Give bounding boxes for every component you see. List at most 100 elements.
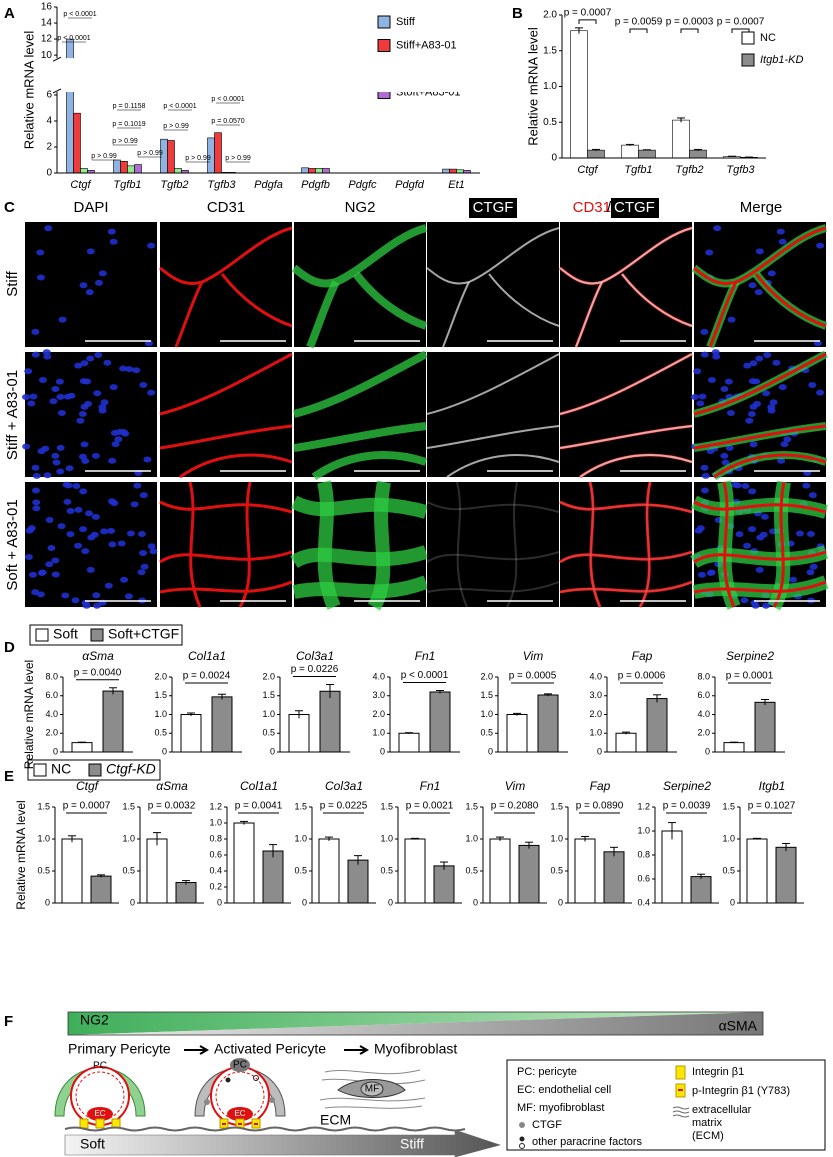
nucleus [43, 472, 52, 479]
nucleus [45, 517, 54, 524]
vessel-signal [559, 501, 693, 513]
y-tick-label: 2.0 [262, 671, 275, 681]
micrograph [291, 222, 428, 349]
y-tick-label: 4.0 [45, 709, 58, 719]
x-tick-label: Pdgfa [254, 179, 283, 191]
y-tick-label: 2.0 [45, 728, 58, 738]
y-tick-label: 1.0 [480, 709, 493, 719]
vessel-signal [179, 453, 293, 479]
nucleus [754, 289, 763, 296]
y-tick-label: 2.0 [697, 728, 710, 738]
nucleus [755, 248, 764, 255]
nucleus [63, 498, 72, 505]
vessel-signal [159, 226, 293, 285]
y-tick-label: 0.5 [122, 865, 135, 875]
vessel-signal [426, 227, 560, 285]
p-value: p > 0.99 [225, 155, 251, 162]
micrograph [559, 352, 693, 479]
x-tick-label: Tgfb2 [675, 164, 703, 176]
y-tick-label: 1.5 [550, 801, 563, 811]
nucleus [114, 436, 123, 443]
axis-break [51, 58, 480, 92]
nucleus [740, 597, 749, 604]
y-tick-label: 2.0 [372, 709, 385, 719]
vessel-signal [559, 227, 693, 285]
p-value: p = 0.0570 [211, 118, 244, 125]
legend-label: (ECM) [692, 1130, 724, 1142]
vessel-signal [426, 551, 560, 563]
bar [570, 30, 588, 159]
p-value: p = 0.0006 [618, 671, 666, 682]
p-value: p = 0.0007 [564, 8, 612, 19]
p-value: p = 0.0003 [666, 17, 714, 28]
chart-title: Vim [505, 779, 525, 793]
micrograph [159, 481, 293, 608]
nucleus [748, 526, 757, 533]
y-tick-label: 0 [130, 897, 135, 907]
nucleus [108, 457, 117, 464]
x-tick-label: Pdgfb [301, 179, 330, 191]
chart: 0 0.5 1.0 1.5 2.0 Col1a1 p = 0.0024 [154, 649, 242, 756]
ctgf-dot [269, 1097, 275, 1103]
chart-title: Fn1 [415, 649, 436, 663]
nucleus [84, 510, 93, 517]
legend-swatch [377, 39, 391, 52]
vessel-signal [713, 453, 827, 479]
bar [146, 838, 168, 904]
vessel-signal [559, 580, 693, 594]
vessel-signal [488, 273, 560, 327]
x-tick-label: Tgfb1 [113, 179, 141, 191]
nucleus [86, 355, 95, 362]
nucleus [700, 351, 709, 358]
micrograph [691, 222, 828, 349]
p-value: p > 0.99 [91, 153, 117, 160]
nucleus [147, 242, 156, 249]
nucleus [776, 228, 785, 235]
nucleus [85, 289, 94, 296]
vessel-signal [589, 481, 601, 608]
column-header: CTGF [614, 199, 655, 216]
legend-label: matrix [692, 1117, 722, 1129]
asma-gradient [68, 1012, 763, 1035]
x-tick-label: Tgfb2 [160, 179, 188, 191]
nucleus [21, 393, 30, 400]
nucleus [360, 1081, 384, 1097]
vessel-signal [559, 500, 693, 514]
vessel-signal [446, 454, 560, 478]
nucleus [139, 550, 148, 557]
legend-label: NC [760, 32, 776, 44]
chart-title: Vim [523, 649, 543, 663]
legend-label: Soft+CTGF [108, 626, 179, 642]
vessel-signal [621, 273, 693, 327]
nucleus [806, 569, 815, 576]
legend-label: CTGF [532, 1119, 562, 1131]
vessel-signal [588, 481, 602, 608]
y-tick-label: 6.0 [45, 690, 58, 700]
stage-label: Primary Pericyte [68, 1041, 171, 1057]
p-value: p = 0.0041 [235, 801, 283, 812]
chart: 0 0.5 1.0 1.5 Vim p = 0.2080 [465, 779, 547, 907]
y-tick-label: 1.0 [209, 817, 222, 827]
arrow [184, 1045, 210, 1055]
chart: 0 2 4 6 10 12 14 16 Relative mRNA level Ctgf Tgfb1… [21, 2, 480, 191]
chart-title: Fn1 [420, 779, 441, 793]
y-tick-label: 0 [551, 153, 557, 164]
nucleus [83, 378, 92, 385]
nucleus [32, 499, 41, 506]
column-header: NG2 [345, 199, 376, 216]
nucleus [29, 393, 38, 400]
y-tick-label: 4.0 [372, 671, 385, 681]
y-tick-label: 0.5 [543, 117, 557, 128]
nucleus [743, 362, 752, 369]
chart: 0 0.5 1.0 1.5 Fn1 p = 0.0021 [380, 779, 462, 907]
vessel-signal [559, 551, 693, 563]
y-tick-label: 1.0 [154, 709, 167, 719]
nucleus [111, 441, 120, 448]
nucleus [74, 506, 83, 513]
nucleus [140, 563, 149, 570]
nucleus [82, 602, 91, 609]
substrate-label: Stiff [400, 1136, 424, 1152]
bar [449, 168, 457, 174]
p-value: p > 0.99 [163, 123, 189, 130]
